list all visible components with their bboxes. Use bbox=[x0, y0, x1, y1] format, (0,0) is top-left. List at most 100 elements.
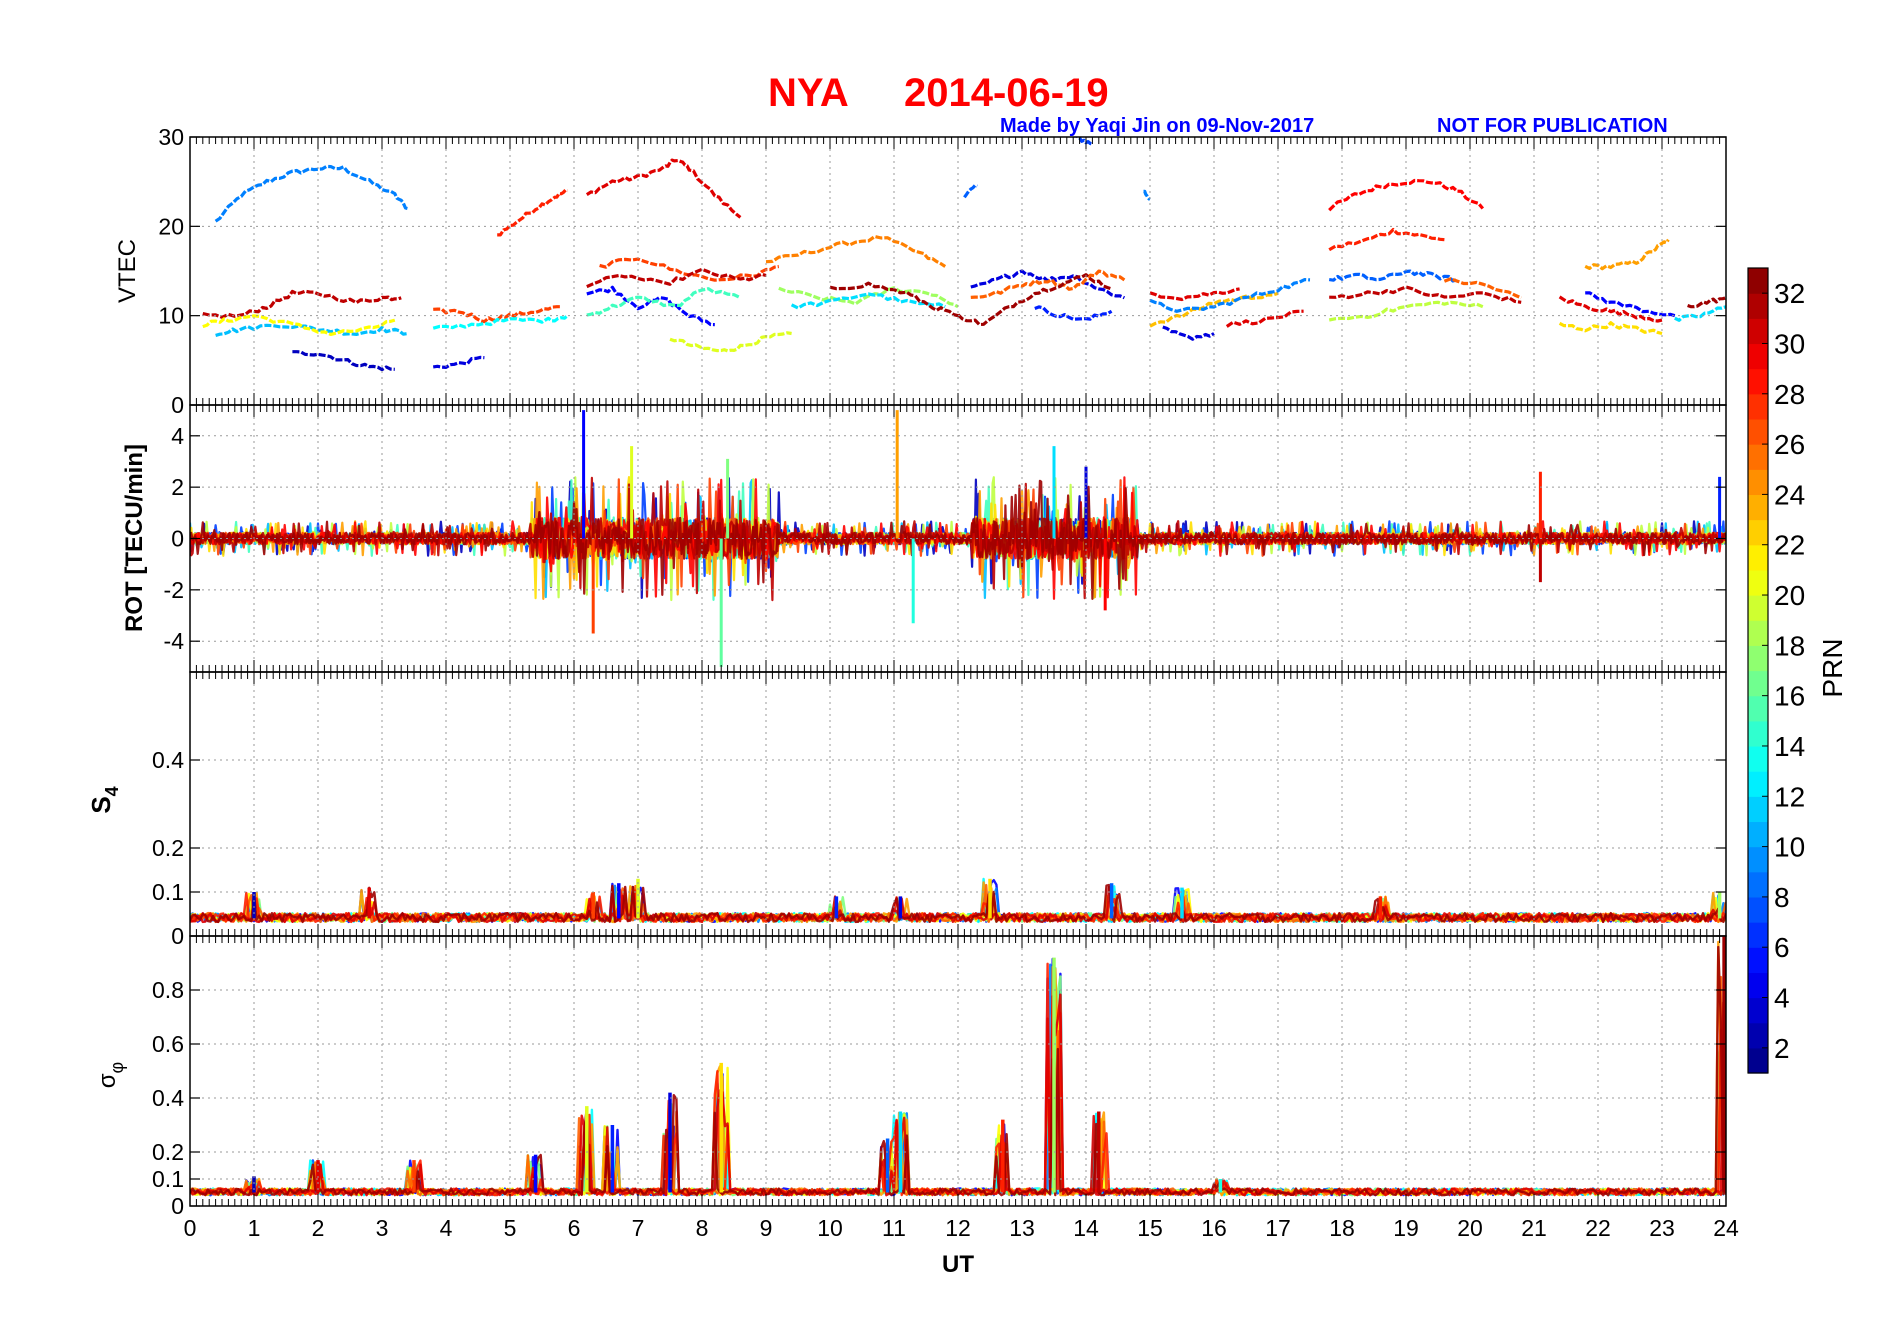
colorbar-tick-label: 12 bbox=[1774, 781, 1805, 812]
xlabel-ut: UT bbox=[942, 1251, 974, 1278]
colorbar-segment bbox=[1748, 393, 1768, 420]
vtec-series-prn-15 bbox=[586, 287, 742, 317]
vtec-series-prn-6 bbox=[1034, 305, 1113, 321]
grid-s4 bbox=[190, 672, 1726, 936]
colorbar-tick-label: 20 bbox=[1774, 580, 1805, 611]
colorbar-segment bbox=[1748, 1047, 1768, 1074]
x-tick-label: 21 bbox=[1521, 1215, 1547, 1241]
rot-series-prn-32 bbox=[190, 479, 1726, 601]
ylabel-s4-main: S bbox=[86, 796, 116, 813]
colorbar-tick-label: 8 bbox=[1774, 882, 1790, 913]
ylabel-sigma-main: σ bbox=[94, 1073, 121, 1088]
x-tick-label: 2 bbox=[312, 1215, 325, 1241]
vtec-series-prn-4 bbox=[432, 355, 485, 369]
colorbar-segment bbox=[1748, 947, 1768, 973]
y-tick-label: 0.4 bbox=[152, 1085, 184, 1111]
colorbar-label: PRN bbox=[1817, 638, 1848, 697]
vtec-series-prn-30 bbox=[1558, 295, 1663, 323]
colorbar-tick-label: 2 bbox=[1774, 1033, 1790, 1064]
y-tick-label: 0.4 bbox=[152, 747, 184, 773]
x-tick-label: 19 bbox=[1393, 1215, 1419, 1241]
colorbar-segment bbox=[1748, 645, 1768, 672]
colorbar-segment bbox=[1748, 343, 1768, 370]
colorbar-tick-label: 28 bbox=[1774, 379, 1805, 410]
vtec-series-prn-4 bbox=[1162, 325, 1215, 341]
colorbar-segment bbox=[1748, 318, 1768, 345]
x-tick-label: 4 bbox=[440, 1215, 453, 1241]
colorbar-segment bbox=[1748, 871, 1768, 898]
credit-made-by: Made by Yaqi Jin on 09-Nov-2017 bbox=[1000, 115, 1314, 137]
colorbar-segment bbox=[1748, 1022, 1768, 1049]
vtec-series-prn-22 bbox=[1558, 321, 1663, 336]
colorbar-segment bbox=[1748, 494, 1768, 521]
colorbar-segment bbox=[1748, 796, 1768, 823]
y-tick-label: 0.1 bbox=[152, 1166, 184, 1192]
x-tick-label: 22 bbox=[1585, 1215, 1611, 1241]
grid-rot bbox=[190, 405, 1726, 672]
x-tick-label: 11 bbox=[882, 1215, 906, 1241]
panels: 0102030-4-202400.10.20.400.10.20.40.60.8… bbox=[152, 124, 1739, 1241]
panel-vtec bbox=[202, 137, 1726, 372]
vtec-series-prn-9 bbox=[214, 164, 408, 223]
colorbar-segment bbox=[1748, 896, 1768, 923]
vtec-series-prn-32 bbox=[829, 281, 959, 318]
vtec-series-prn-19 bbox=[1328, 300, 1484, 322]
vtec-series-prn-28 bbox=[497, 188, 568, 237]
vtec-series-prn-30 bbox=[585, 158, 742, 219]
x-tick-label: 5 bbox=[504, 1215, 517, 1241]
y-tick-label: -2 bbox=[164, 577, 184, 603]
vtec-series-prn-30 bbox=[1149, 287, 1240, 302]
vtec-series-prn-25 bbox=[765, 234, 947, 268]
colorbar-tick-label: 18 bbox=[1774, 630, 1805, 661]
colorbar-segment bbox=[1748, 821, 1768, 848]
colorbar-tick-label: 14 bbox=[1774, 731, 1805, 762]
vtec-series-prn-28 bbox=[1328, 228, 1445, 252]
colorbar-tick-label: 24 bbox=[1774, 479, 1805, 510]
y-tick-label: 4 bbox=[171, 423, 184, 449]
y-tick-label: 0.1 bbox=[152, 879, 184, 905]
ticks-s4: 0 0.1 0.2 0.4 bbox=[152, 672, 1727, 949]
x-tick-label: 17 bbox=[1265, 1215, 1291, 1241]
y-tick-label: 0 bbox=[171, 1193, 184, 1219]
vtec-series-prn-20 bbox=[669, 331, 792, 353]
vtec-series-prn-30 bbox=[1225, 309, 1304, 328]
grid-sigma_phi bbox=[190, 936, 1726, 1206]
colorbar-segment bbox=[1748, 972, 1768, 999]
y-tick-label: 30 bbox=[158, 124, 184, 150]
vtec-series-prn-32 bbox=[1687, 296, 1726, 309]
colorbar-segment bbox=[1748, 368, 1768, 395]
ylabel-rot: ROT [TECU/min] bbox=[121, 444, 148, 632]
ylabel-vtec: VTEC bbox=[114, 239, 141, 303]
x-tick-label: 14 bbox=[1073, 1215, 1099, 1241]
colorbar-segment bbox=[1748, 997, 1768, 1024]
y-tick-label: 2 bbox=[171, 474, 184, 500]
colorbar-segment bbox=[1748, 720, 1768, 747]
vtec-series-prn-31 bbox=[586, 267, 767, 289]
y-tick-label: 0 bbox=[171, 392, 184, 418]
y-tick-label: 0.2 bbox=[152, 1139, 184, 1165]
colorbar-segment bbox=[1748, 268, 1768, 294]
grid-vtec bbox=[190, 136, 1726, 405]
ylabel-sigma-phi: σφ bbox=[94, 1062, 127, 1088]
x-tick-label: 15 bbox=[1137, 1215, 1163, 1241]
x-tick-label: 18 bbox=[1329, 1215, 1355, 1241]
vtec-series-prn-29 bbox=[1328, 178, 1485, 212]
x-tick-label: 10 bbox=[817, 1215, 843, 1241]
x-tick-label: 6 bbox=[568, 1215, 581, 1241]
vtec-series-prn-26 bbox=[1443, 277, 1522, 300]
ylabel-sigma-sub: φ bbox=[107, 1062, 127, 1074]
vtec-series-prn-26 bbox=[970, 269, 1126, 299]
vtec-series-prn-32 bbox=[956, 273, 1113, 327]
title-station: NYA bbox=[768, 71, 849, 115]
vtec-series-prn-5 bbox=[586, 285, 715, 327]
colorbar-segment bbox=[1748, 745, 1768, 772]
x-tick-label: 7 bbox=[632, 1215, 645, 1241]
colorbar-tick-label: 10 bbox=[1774, 832, 1805, 863]
vtec-series-prn-12 bbox=[1674, 305, 1726, 322]
y-tick-label: 10 bbox=[158, 303, 184, 329]
vtec-series-prn-24 bbox=[1584, 238, 1670, 271]
vtec-series-prn-31 bbox=[1329, 285, 1522, 304]
